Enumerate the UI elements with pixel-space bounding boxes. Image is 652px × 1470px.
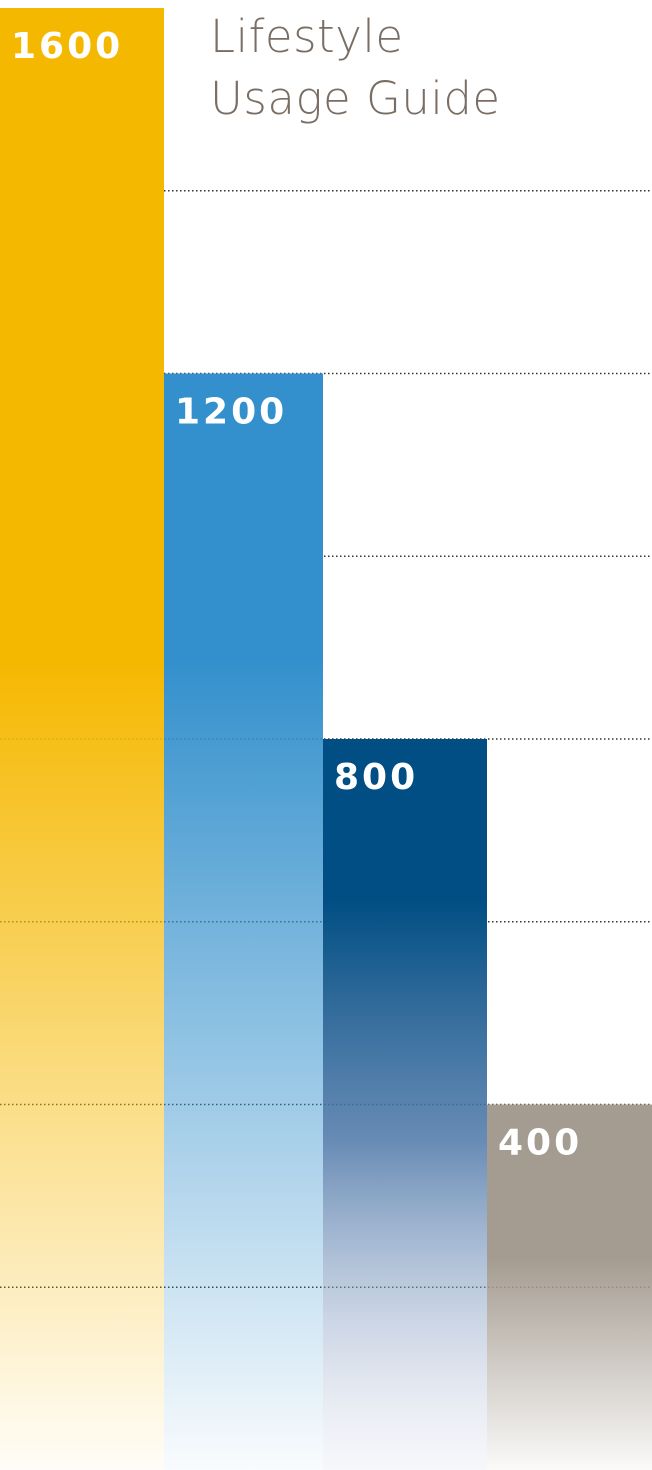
bar-label-800: 800: [334, 757, 418, 798]
bar-1600: [0, 8, 164, 1470]
chart-title: Lifestyle Usage Guide: [210, 6, 640, 130]
bar-label-400: 400: [498, 1123, 582, 1164]
chart-title-line-2: Usage Guide: [210, 72, 501, 125]
chart-title-line-1: Lifestyle: [210, 10, 404, 63]
bar-800: [323, 739, 487, 1470]
data-labels: 1600 1200 800 400: [11, 26, 582, 1164]
bar-400: [487, 1104, 652, 1470]
bar-1200: [164, 373, 323, 1470]
bars: [0, 8, 652, 1470]
bar-label-1200: 1200: [175, 392, 287, 433]
bar-label-1600: 1600: [11, 26, 123, 67]
